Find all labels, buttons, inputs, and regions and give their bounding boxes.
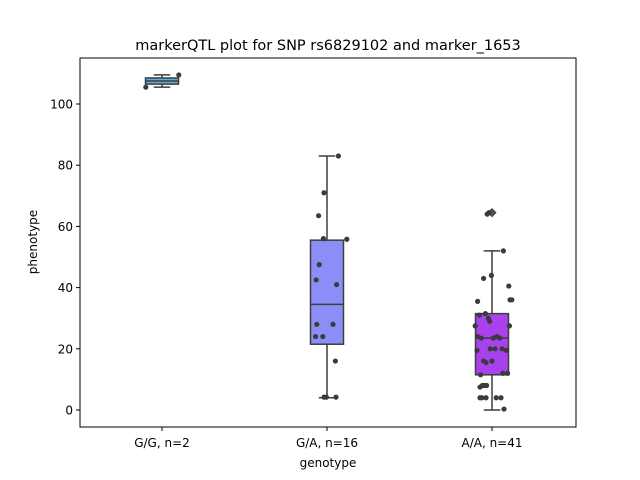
data-point bbox=[313, 277, 319, 283]
data-point bbox=[176, 72, 182, 78]
data-point bbox=[488, 272, 494, 278]
data-point bbox=[498, 395, 504, 401]
data-point bbox=[487, 318, 493, 324]
data-point bbox=[477, 384, 483, 390]
data-point bbox=[484, 211, 490, 217]
data-point bbox=[492, 346, 498, 352]
data-point bbox=[320, 333, 326, 340]
data-point bbox=[344, 236, 350, 242]
data-point bbox=[316, 262, 322, 268]
data-point bbox=[333, 394, 339, 400]
data-point bbox=[320, 236, 326, 242]
y-tick-label: 100 bbox=[50, 98, 73, 112]
data-point bbox=[482, 311, 488, 317]
y-tick-label: 20 bbox=[58, 342, 73, 356]
y-tick-label: 60 bbox=[58, 220, 73, 234]
data-point bbox=[478, 335, 484, 341]
data-point bbox=[500, 370, 506, 376]
data-point bbox=[313, 333, 319, 340]
x-tick-label: A/A, n=41 bbox=[461, 436, 522, 450]
data-point bbox=[481, 275, 487, 282]
data-point bbox=[489, 358, 495, 364]
chart-title: markerQTL plot for SNP rs6829102 and mar… bbox=[135, 38, 521, 54]
data-point bbox=[483, 359, 489, 366]
box bbox=[474, 312, 510, 376]
data-point bbox=[314, 321, 320, 327]
data-point bbox=[501, 406, 507, 412]
data-point bbox=[493, 395, 499, 401]
x-tick-label: G/G, n=2 bbox=[134, 436, 190, 450]
data-point bbox=[474, 347, 480, 353]
data-point bbox=[478, 372, 484, 378]
plot-area bbox=[143, 72, 515, 412]
data-point bbox=[499, 346, 505, 352]
data-point bbox=[472, 323, 478, 329]
data-point bbox=[334, 281, 340, 288]
data-point bbox=[143, 84, 149, 90]
data-point bbox=[330, 321, 336, 327]
data-point bbox=[481, 382, 487, 389]
y-axis-label: phenotype bbox=[26, 210, 40, 274]
data-point bbox=[316, 213, 322, 219]
data-point bbox=[500, 248, 506, 254]
data-point bbox=[503, 347, 509, 353]
data-point bbox=[497, 335, 503, 341]
data-point bbox=[505, 370, 511, 376]
data-point bbox=[476, 312, 482, 318]
box bbox=[309, 239, 345, 345]
data-point bbox=[509, 297, 515, 303]
x-tick-label: G/A, n=16 bbox=[296, 436, 358, 450]
y-tick-label: 40 bbox=[58, 281, 73, 295]
data-point bbox=[487, 346, 493, 352]
data-point bbox=[332, 358, 338, 364]
data-point bbox=[506, 283, 512, 289]
x-axis-label: genotype bbox=[300, 456, 357, 470]
data-point bbox=[477, 395, 483, 401]
data-point bbox=[490, 335, 496, 341]
data-point bbox=[335, 153, 341, 159]
data-point bbox=[483, 395, 489, 401]
y-tick-label: 0 bbox=[65, 404, 73, 418]
data-point bbox=[321, 190, 327, 196]
data-point bbox=[506, 323, 512, 329]
data-point bbox=[321, 394, 327, 400]
y-tick-label: 80 bbox=[58, 159, 73, 173]
plot-frame bbox=[79, 57, 577, 428]
data-point bbox=[475, 298, 481, 304]
